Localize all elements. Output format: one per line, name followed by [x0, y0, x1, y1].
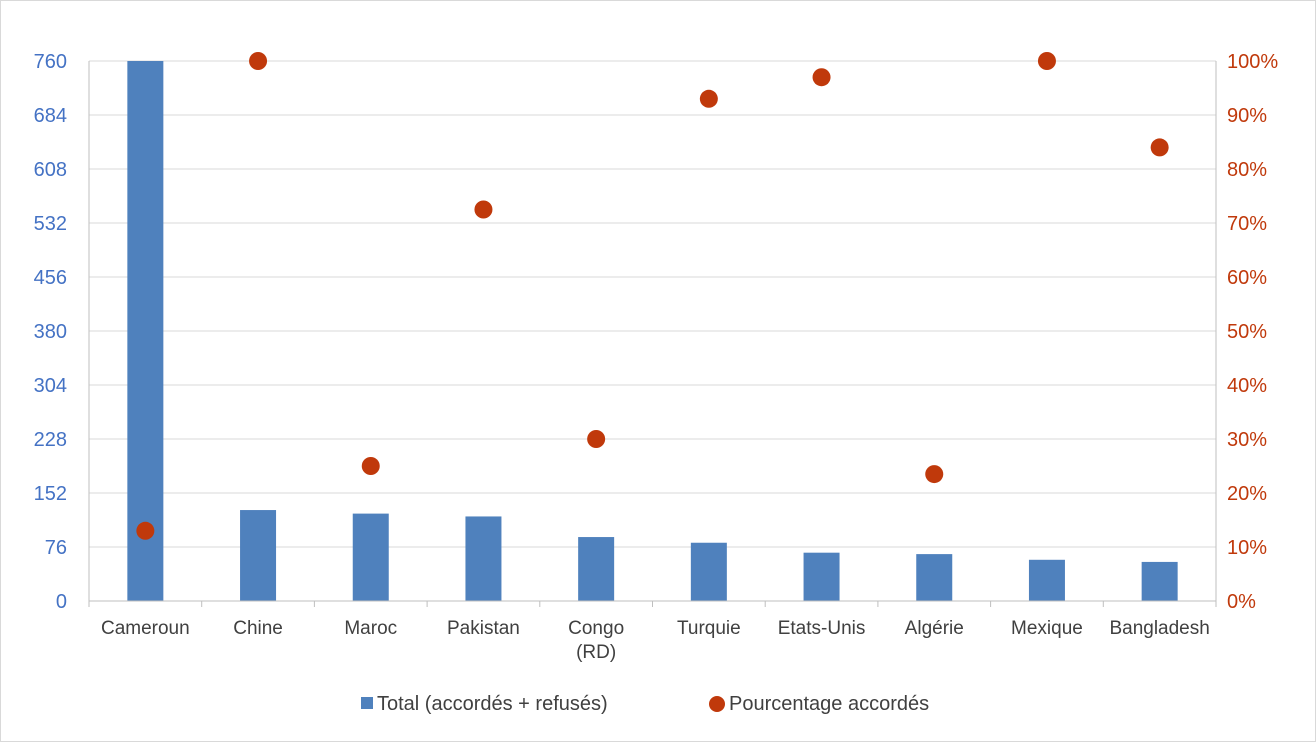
left-tick-label: 152: [34, 483, 67, 505]
bar-series: [127, 61, 1178, 601]
left-axis-ticks: 0 76 152 228 304 380 456 532 608 684 760: [34, 51, 67, 613]
category-label: Bangladesh: [1109, 618, 1209, 639]
legend-bar-label: Total (accordés + refusés): [377, 693, 608, 715]
bar: [240, 510, 277, 601]
category-label: Pakistan: [447, 618, 520, 639]
left-tick-label: 304: [34, 375, 67, 397]
category-label: (RD): [576, 642, 616, 663]
bar: [916, 554, 953, 601]
scatter-series: [136, 52, 1169, 540]
legend-bar-swatch: [361, 697, 373, 709]
data-point: [361, 457, 380, 475]
category-labels: Cameroun Chine Maroc Pakistan Congo (RD) Turqu…: [101, 618, 1210, 663]
left-tick-label: 532: [34, 213, 67, 235]
left-tick-label: 228: [34, 429, 67, 451]
right-tick-label: 100%: [1227, 51, 1278, 73]
data-point: [812, 68, 831, 87]
right-axis-ticks: 0% 10% 20% 30% 40% 50% 60% 70% 80% 90% 100%: [1227, 51, 1278, 613]
category-label: Etats-Unis: [778, 618, 866, 639]
data-point: [925, 465, 944, 484]
data-point: [587, 430, 606, 448]
right-tick-label: 30%: [1227, 429, 1267, 451]
legend-point-swatch: [709, 696, 725, 712]
right-tick-label: 10%: [1227, 537, 1267, 559]
category-label: Mexique: [1011, 618, 1083, 639]
axes: [88, 61, 1217, 607]
data-point: [136, 521, 155, 540]
right-tick-label: 60%: [1227, 267, 1267, 289]
left-tick-label: 608: [34, 159, 67, 181]
bar: [1141, 561, 1178, 601]
right-tick-label: 80%: [1227, 159, 1267, 181]
left-tick-label: 0: [56, 591, 67, 613]
category-label: Congo: [568, 618, 624, 639]
gridlines: [89, 60, 1216, 548]
bar: [352, 513, 389, 601]
left-tick-label: 76: [45, 537, 67, 559]
right-tick-label: 70%: [1227, 213, 1267, 235]
left-tick-label: 760: [34, 51, 67, 73]
legend: Total (accordés + refusés) Pourcentage a…: [361, 693, 929, 715]
bar: [578, 537, 615, 601]
category-label: Turquie: [677, 618, 741, 639]
category-label: Maroc: [344, 618, 397, 639]
right-tick-label: 90%: [1227, 105, 1267, 127]
category-label: Cameroun: [101, 618, 190, 639]
data-point: [1037, 52, 1056, 70]
data-point: [1150, 138, 1169, 157]
data-point: [249, 52, 268, 70]
data-point: [699, 89, 718, 108]
bar: [127, 61, 164, 601]
right-tick-label: 40%: [1227, 375, 1267, 397]
left-tick-label: 380: [34, 321, 67, 343]
right-tick-label: 0%: [1227, 591, 1256, 613]
category-label: Algérie: [905, 618, 964, 639]
data-point: [474, 200, 493, 219]
legend-point-label: Pourcentage accordés: [729, 693, 929, 715]
category-label: Chine: [233, 618, 283, 639]
right-tick-label: 20%: [1227, 483, 1267, 505]
bar: [803, 552, 840, 601]
bar: [1028, 559, 1065, 601]
left-tick-label: 684: [34, 105, 67, 127]
bar: [690, 542, 727, 601]
right-tick-label: 50%: [1227, 321, 1267, 343]
left-tick-label: 456: [34, 267, 67, 289]
bar: [465, 516, 502, 601]
